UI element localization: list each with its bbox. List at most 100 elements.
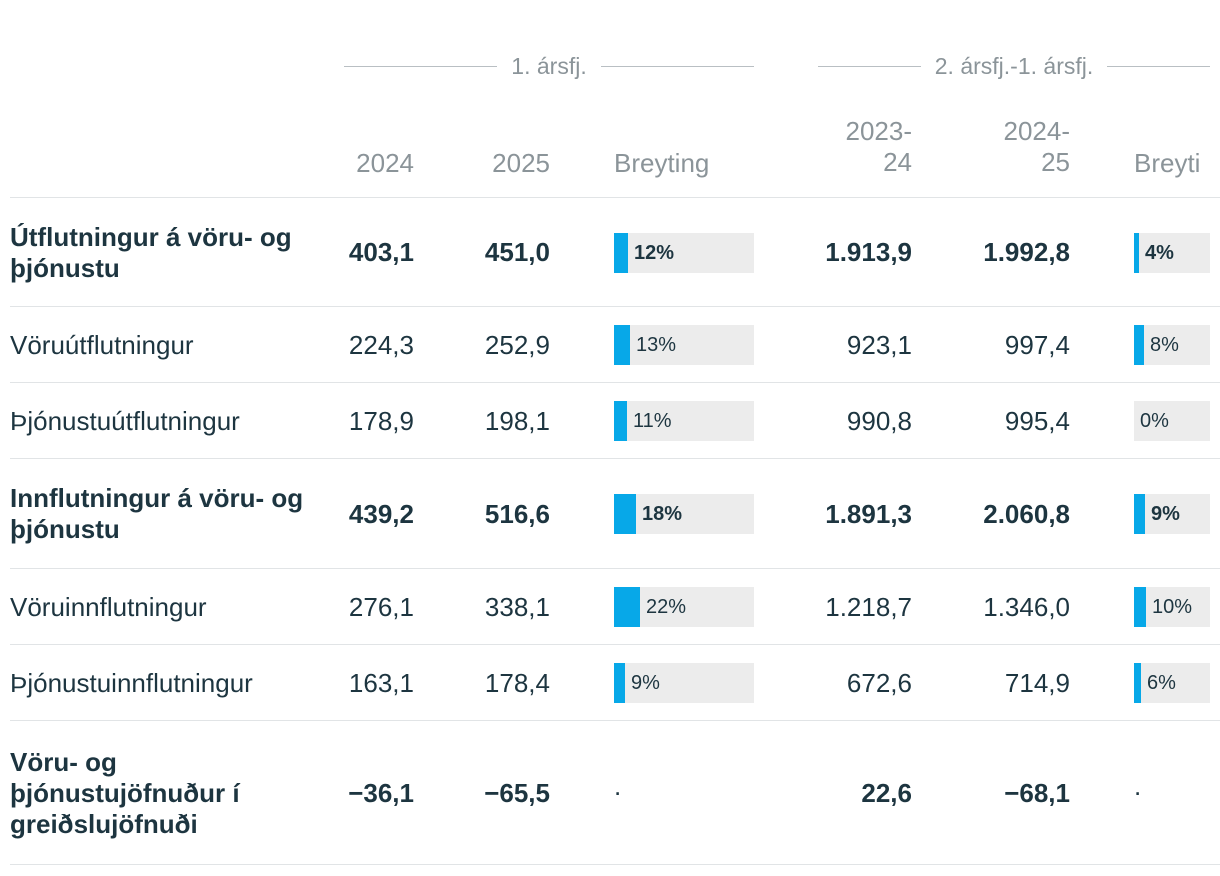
column-header-2023-24: 2023- 24 bbox=[845, 116, 913, 177]
row-divider bbox=[10, 568, 1220, 569]
value-v2024_25: −68,1 bbox=[1004, 777, 1070, 808]
value-v2025: 178,4 bbox=[484, 667, 550, 698]
value-v2024_25: 995,4 bbox=[1004, 405, 1070, 436]
group-label-q2q1: 2. ársfj.-1. ársfj. bbox=[934, 52, 1094, 79]
change-value: 22% bbox=[646, 596, 687, 618]
divider bbox=[1107, 65, 1211, 67]
table-row: Vöru- og þjónustujöfnuður í greiðslujöfn… bbox=[0, 721, 1220, 865]
change-bar: 11% bbox=[614, 401, 754, 441]
column-header-2024-25: 2024- 25 bbox=[1003, 116, 1071, 177]
group-header-q2q1: 2. ársfj.-1. ársfj. bbox=[818, 48, 1211, 84]
change-bar-fill bbox=[1134, 325, 1144, 365]
table-row: Innflutningur á vöru- og þjónustu 439,2 51… bbox=[0, 459, 1220, 569]
divider bbox=[344, 65, 498, 67]
row-label: Útflutningur á vöru- og þjónustu bbox=[10, 221, 292, 283]
row-label: Vöruútflutningur bbox=[10, 329, 194, 360]
row-label: Innflutningur á vöru- og þjónustu bbox=[10, 483, 304, 544]
change-bar-track bbox=[614, 494, 754, 534]
change-bar: 6% bbox=[1134, 663, 1210, 703]
column-header-change-2: Breyti bbox=[1134, 148, 1201, 178]
change-bar-fill bbox=[1134, 232, 1139, 273]
value-v2024_25: 2.060,8 bbox=[983, 498, 1070, 529]
value-v2023_24: 990,8 bbox=[846, 405, 912, 436]
change-bar: 9% bbox=[614, 663, 754, 703]
row-divider bbox=[10, 644, 1220, 645]
value-v2024_25: 1.346,0 bbox=[983, 591, 1070, 622]
group-label-q1: 1. ársfj. bbox=[511, 52, 587, 79]
value-v2023_24: 672,6 bbox=[846, 667, 912, 698]
value-v2023_24: 923,1 bbox=[846, 329, 912, 360]
change-bar: 0% bbox=[1134, 401, 1210, 441]
value-v2025: 516,6 bbox=[484, 498, 550, 529]
value-v2025: 198,1 bbox=[484, 405, 550, 436]
change-bar: 18% bbox=[614, 494, 754, 534]
value-v2023_24: 1.891,3 bbox=[825, 498, 912, 529]
change-value: 11% bbox=[633, 410, 672, 432]
row-divider bbox=[10, 720, 1220, 721]
change-bar: 10% bbox=[1134, 587, 1210, 627]
value-v2025: 338,1 bbox=[484, 591, 550, 622]
row-divider bbox=[10, 306, 1220, 307]
value-v2025: 451,0 bbox=[484, 237, 550, 267]
change-bar-fill bbox=[1134, 494, 1145, 534]
value-v2024_25: 714,9 bbox=[1004, 667, 1070, 698]
row-label: Vöru- og þjónustujöfnuður í greiðslujöfn… bbox=[10, 746, 240, 839]
change-bar-fill bbox=[1134, 587, 1146, 627]
value-v2025: 252,9 bbox=[484, 329, 550, 360]
row-divider bbox=[10, 382, 1220, 383]
column-header-change-1: Breyting bbox=[614, 148, 710, 178]
change-value: 18% bbox=[642, 503, 683, 525]
table-row: Þjónustuinnflutningur 163,1 178,4 672,6 714,… bbox=[0, 645, 1220, 721]
table-row: Vöruinnflutningur 276,1 338,1 1.218,7 1.346,… bbox=[0, 569, 1220, 645]
value-v2023_24: 22,6 bbox=[861, 777, 912, 808]
change-bar: 13% bbox=[614, 325, 754, 365]
row-divider bbox=[10, 197, 1220, 198]
row-label: Þjónustuútflutningur bbox=[10, 405, 240, 436]
change-bar-track bbox=[614, 232, 754, 273]
change-bar-fill bbox=[614, 401, 627, 441]
value-v2024_25: 997,4 bbox=[1004, 329, 1070, 360]
change-bar-fill bbox=[614, 325, 630, 365]
column-header-2024: 2024 bbox=[356, 148, 414, 178]
change-bar-fill bbox=[614, 587, 640, 627]
divider bbox=[600, 65, 755, 67]
column-header-2025: 2025 bbox=[492, 148, 550, 178]
change-value: 6% bbox=[1147, 672, 1176, 694]
value-v2024: 224,3 bbox=[348, 329, 414, 360]
row-divider bbox=[10, 458, 1220, 459]
value-v2024: −36,1 bbox=[348, 777, 414, 808]
change-value: 8% bbox=[1150, 334, 1179, 356]
change-value: 13% bbox=[636, 334, 677, 356]
change-value: 0% bbox=[1140, 410, 1169, 432]
change-bar-fill bbox=[614, 494, 636, 534]
change-bar: 9% bbox=[1134, 494, 1210, 534]
value-v2024: 439,2 bbox=[348, 498, 414, 529]
value-v2024: 163,1 bbox=[348, 667, 414, 698]
divider bbox=[818, 65, 921, 67]
table-row: Þjónustuútflutningur 178,9 198,1 990,8 995,4… bbox=[0, 383, 1220, 459]
change-bar: 12% bbox=[614, 232, 754, 273]
change-value: 9% bbox=[631, 672, 660, 694]
group-header-q1: 1. ársfj. bbox=[344, 48, 755, 84]
change-bar: 22% bbox=[614, 587, 754, 627]
change-bar: 8% bbox=[1134, 325, 1210, 365]
change-bar-track bbox=[1134, 494, 1210, 534]
table-row: Vöruútflutningur 224,3 252,9 923,1 997,4 13% 8… bbox=[0, 307, 1220, 383]
change-value: 12% bbox=[634, 241, 675, 264]
value-v2023_24: 1.218,7 bbox=[825, 591, 912, 622]
change-bar-track bbox=[1134, 401, 1210, 441]
value-v2024: 178,9 bbox=[348, 405, 414, 436]
change-placeholder: . bbox=[1134, 771, 1142, 801]
change-bar-fill bbox=[614, 663, 625, 703]
value-v2023_24: 1.913,9 bbox=[825, 237, 912, 267]
change-bar-track bbox=[614, 325, 754, 365]
change-bar-track bbox=[614, 663, 754, 703]
value-v2025: −65,5 bbox=[484, 777, 550, 808]
table-row: Útflutningur á vöru- og þjónustu 403,1 451… bbox=[0, 198, 1220, 307]
change-value: 10% bbox=[1152, 596, 1193, 618]
value-v2024_25: 1.992,8 bbox=[983, 237, 1070, 267]
change-value: 4% bbox=[1145, 241, 1174, 264]
change-bar-track bbox=[1134, 325, 1210, 365]
change-value: 9% bbox=[1151, 503, 1180, 525]
value-v2024: 276,1 bbox=[348, 591, 414, 622]
